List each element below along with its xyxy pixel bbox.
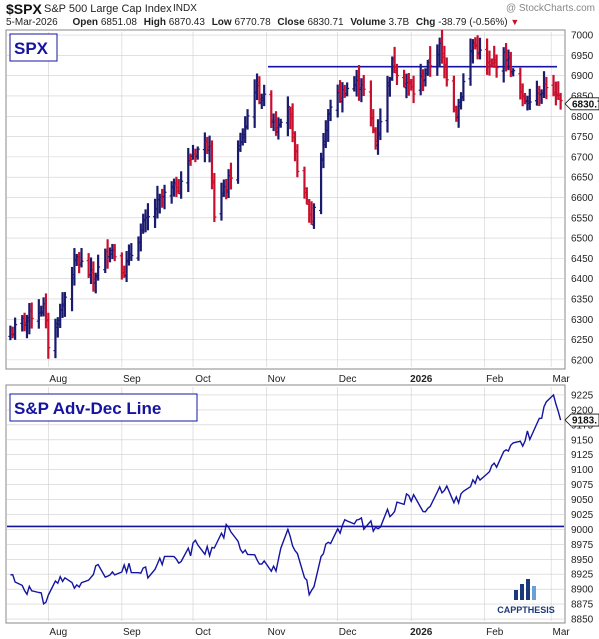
x-tick-label: 2026	[410, 627, 433, 638]
low-value: 6770.78	[234, 17, 271, 28]
y-tick-label: 6550	[571, 213, 594, 224]
x-tick-label: Feb	[486, 627, 504, 638]
y-tick-label: 6350	[571, 294, 594, 305]
adl-x-axis: Aug Sep Oct Nov Dec 2026 Feb Mar	[49, 627, 570, 638]
logo-text: CAPPTHESIS	[497, 605, 555, 615]
price-title-box	[9, 33, 58, 62]
x-tick-label: Oct	[195, 627, 211, 638]
x-tick-label: Dec	[339, 627, 357, 638]
open-label: Open	[72, 17, 99, 28]
y-tick-label: 8900	[571, 585, 594, 596]
y-tick-label: 7000	[571, 31, 594, 42]
price-x-axis: Aug Sep Oct Nov Dec 2026 Feb Mar	[49, 374, 570, 385]
y-tick-label: 9025	[571, 510, 594, 521]
price-bars	[8, 29, 563, 359]
adl-panel: 8850 8875 8900 8925 8950 8975 9000 9025 9050 9075…	[5, 384, 599, 626]
last-price-tag	[564, 97, 599, 111]
adl-title: S&P Adv-Dec Line	[14, 399, 161, 418]
y-tick-label: 9125	[571, 450, 594, 461]
y-tick-label: 9150	[571, 435, 594, 446]
x-tick-label: Mar	[553, 627, 571, 638]
x-tick-label: Sep	[123, 374, 141, 385]
adl-series	[10, 393, 562, 605]
y-tick-label: 6700	[571, 152, 594, 163]
y-tick-label: 9100	[571, 465, 594, 476]
symbol-name: S&P 500 Large Cap Index	[44, 3, 172, 15]
y-tick-label: 6800	[571, 112, 594, 123]
y-tick-label: 9075	[571, 480, 594, 491]
x-tick-label: Aug	[49, 374, 67, 385]
price-last-value: 6830.71	[564, 97, 599, 111]
x-tick-label: Nov	[268, 374, 286, 385]
price-title: SPX	[14, 39, 49, 58]
down-triangle-icon: ▼	[510, 17, 520, 27]
high-value: 6870.43	[168, 17, 205, 28]
y-tick-label: 9000	[571, 525, 594, 536]
ohlc-summary: 5-Mar-2026 Open 6851.08 High 6870.43 Low…	[6, 17, 519, 28]
symbol: $SPX	[6, 1, 42, 17]
x-tick-label: Oct	[195, 374, 211, 385]
exchange: INDX	[173, 3, 197, 14]
last-value-label: 9183.	[572, 416, 597, 427]
y-tick-label: 8850	[571, 615, 594, 626]
y-tick-label: 6500	[571, 234, 594, 245]
adl-line	[10, 393, 562, 605]
last-value-tag	[564, 413, 599, 427]
y-tick-label: 9050	[571, 495, 594, 506]
y-tick-label: 8975	[571, 540, 594, 551]
low-label: Low	[211, 17, 232, 28]
y-tick-label: 6200	[571, 355, 594, 366]
y-tick-label: 6950	[571, 51, 594, 62]
y-tick-label: 8950	[571, 555, 594, 566]
high-label: High	[143, 17, 166, 28]
volume-label: Volume	[350, 17, 386, 28]
price-panel: 6200 6250 6300 6350 6400 6450 6500 6550 6600 6650…	[5, 29, 599, 370]
adl-title-box	[9, 393, 198, 422]
adl-last-value: 9183.	[564, 413, 599, 427]
y-tick-label: 8925	[571, 570, 594, 581]
y-tick-label: 6450	[571, 254, 594, 265]
bar-chart-icon	[514, 579, 536, 600]
capp-thesis-logo: CAPPTHESIS	[497, 579, 555, 615]
x-tick-label: Aug	[49, 627, 67, 638]
chart-header: $SPX S&P 500 Large Cap Index INDX @ Stoc…	[0, 0, 599, 30]
watermark: @ StockCharts.com	[505, 3, 595, 14]
y-tick-label: 8875	[571, 600, 594, 611]
x-tick-label: Nov	[268, 627, 286, 638]
x-tick-label: 2026	[410, 374, 433, 385]
y-tick-label: 6600	[571, 193, 594, 204]
volume-value: 3.7B	[388, 17, 410, 28]
y-tick-label: 6900	[571, 71, 594, 82]
y-tick-label: 6850	[571, 91, 594, 102]
x-tick-label: Mar	[553, 374, 571, 385]
open-value: 6851.08	[100, 17, 137, 28]
y-tick-label: 6300	[571, 315, 594, 326]
y-tick-label: 9200	[571, 405, 594, 416]
close-value: 6830.71	[307, 17, 344, 28]
x-tick-label: Sep	[123, 627, 141, 638]
date: 5-Mar-2026	[6, 17, 58, 28]
price-y-axis: 6200 6250 6300 6350 6400 6450 6500 6550 6600 6650…	[571, 31, 594, 367]
x-tick-label: Feb	[486, 374, 504, 385]
y-tick-label: 6650	[571, 173, 594, 184]
y-tick-label: 6250	[571, 335, 594, 346]
chg-value: -38.79 (-0.56%)	[438, 17, 508, 28]
y-tick-label: 6750	[571, 132, 594, 143]
x-tick-label: Dec	[339, 374, 357, 385]
chg-label: Chg	[415, 17, 436, 28]
last-price-label: 6830.71	[572, 99, 599, 110]
close-label: Close	[277, 17, 305, 28]
y-tick-label: 6400	[571, 274, 594, 285]
y-tick-label: 9225	[571, 390, 594, 401]
price-plot-frame	[5, 29, 566, 370]
